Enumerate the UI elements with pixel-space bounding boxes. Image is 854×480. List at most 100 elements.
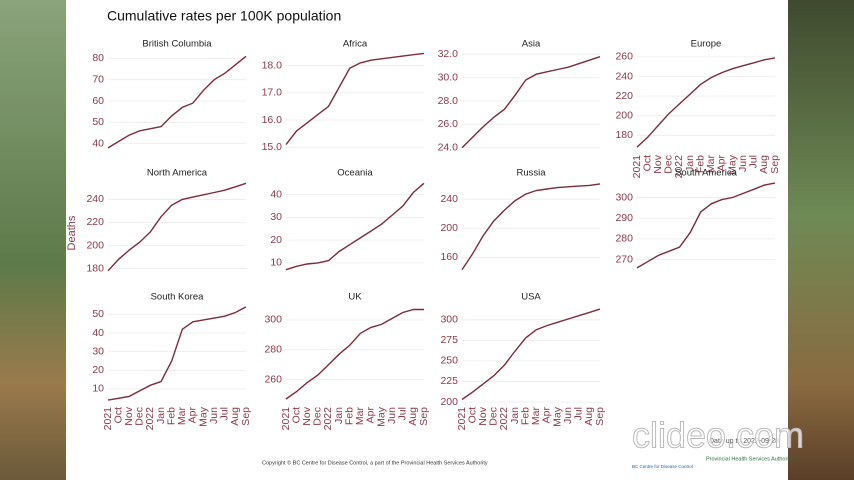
x-tick-label: Mar — [530, 407, 542, 426]
x-tick-label: Oct — [290, 407, 302, 423]
line-series — [107, 55, 247, 149]
y-tick-label: 30 — [92, 345, 104, 357]
x-tick-label: Dec — [488, 407, 500, 426]
panel-title: Asia — [522, 39, 541, 50]
background-photo — [0, 0, 66, 480]
line-series — [285, 308, 424, 400]
x-tick-label: Sep — [240, 407, 252, 426]
x-tick-label: Mar — [354, 407, 366, 426]
y-tick-label: 10 — [92, 383, 104, 395]
x-tick-label: 2021 — [280, 407, 292, 431]
y-tick-label: 50 — [92, 116, 104, 128]
x-tick-label: Feb — [343, 407, 355, 425]
x-tick-label: Oct — [641, 155, 653, 171]
line-series — [107, 182, 247, 272]
y-tick-label: 40 — [270, 188, 282, 200]
x-tick-label: Oct — [112, 407, 124, 423]
y-tick-label: 32.0 — [438, 48, 459, 60]
y-tick-label: 260 — [264, 373, 282, 385]
y-tick-label: 20 — [270, 234, 282, 246]
y-tick-label: 300 — [264, 314, 282, 326]
x-tick-label: Jul — [573, 407, 585, 420]
y-tick-label: 275 — [440, 334, 458, 346]
y-tick-label: 30 — [270, 211, 282, 223]
x-tick-label: 2022 — [322, 407, 334, 431]
background-photo — [788, 0, 854, 480]
y-tick-label: 40 — [92, 327, 104, 339]
panel-title: South America — [675, 168, 737, 179]
y-tick-label: 200 — [440, 396, 458, 408]
watermark: clideo.com — [632, 415, 804, 456]
y-tick-label: 180 — [615, 129, 633, 141]
y-tick-label: 240 — [615, 70, 633, 82]
y-tick-label: 260 — [615, 51, 633, 63]
y-tick-label: 240 — [440, 193, 458, 205]
x-tick-label: Jun — [562, 407, 574, 424]
y-tick-label: 50 — [92, 308, 104, 320]
y-axis-label: Deaths — [66, 215, 78, 250]
y-tick-label: 240 — [86, 193, 104, 205]
y-tick-label: 225 — [440, 375, 458, 387]
y-tick-label: 80 — [92, 52, 104, 64]
y-tick-label: 300 — [615, 191, 633, 203]
x-tick-label: 2022 — [144, 407, 156, 431]
x-tick-label: Sep — [418, 407, 430, 426]
panel-title: Oceania — [337, 168, 373, 179]
logo-text: Provincial Health Services Authority — [706, 456, 793, 462]
x-tick-label: Dec — [312, 407, 324, 426]
x-tick-label: Mar — [705, 155, 717, 174]
line-series — [636, 182, 776, 269]
x-tick-label: Nov — [301, 406, 313, 425]
x-tick-label: Jul — [397, 407, 409, 420]
y-tick-label: 300 — [440, 314, 458, 326]
panel-title: British Columbia — [142, 39, 212, 50]
panel-title: North America — [147, 168, 208, 179]
y-tick-label: 200 — [615, 109, 633, 121]
y-tick-label: 280 — [264, 344, 282, 356]
x-tick-label: Aug — [758, 155, 770, 174]
y-tick-label: 200 — [86, 239, 104, 251]
x-tick-label: Jan — [333, 407, 345, 424]
x-tick-label: Apr — [365, 407, 377, 424]
x-tick-label: Dec — [134, 407, 146, 426]
x-tick-label: Mar — [176, 407, 188, 426]
chart-title: Cumulative rates per 100K population — [107, 8, 341, 24]
panel-title: UK — [348, 292, 362, 303]
x-tick-label: Jun — [208, 407, 220, 424]
logo-text: BC Centre for Disease Control — [632, 464, 693, 469]
x-tick-label: May — [551, 406, 563, 427]
x-tick-label: Jan — [684, 155, 696, 172]
x-tick-label: Nov — [477, 406, 489, 425]
panel-title: USA — [521, 292, 541, 303]
y-tick-label: 40 — [92, 137, 104, 149]
x-tick-label: Jan — [155, 407, 167, 424]
y-tick-label: 220 — [86, 216, 104, 228]
x-tick-label: May — [375, 406, 387, 427]
x-tick-label: Sep — [594, 407, 606, 426]
y-tick-label: 200 — [440, 222, 458, 234]
line-series — [285, 52, 425, 146]
y-tick-label: 290 — [615, 212, 633, 224]
x-tick-label: Feb — [519, 407, 531, 425]
x-tick-label: Apr — [541, 407, 553, 424]
y-tick-label: 280 — [615, 233, 633, 245]
x-tick-label: Aug — [407, 407, 419, 426]
y-tick-label: 28.0 — [438, 95, 459, 107]
x-tick-label: Aug — [229, 407, 241, 426]
x-tick-label: Nov — [652, 154, 664, 173]
x-tick-label: 2021 — [631, 155, 643, 179]
line-series — [285, 182, 425, 271]
y-tick-label: 30.0 — [438, 71, 459, 83]
x-tick-label: Aug — [583, 407, 595, 426]
x-tick-label: Sep — [769, 155, 781, 174]
x-tick-label: Jul — [748, 155, 760, 168]
x-tick-label: Apr — [187, 407, 199, 424]
copyright: Copyright © BC Centre for Disease Contro… — [262, 459, 488, 466]
x-tick-label: Jul — [219, 407, 231, 420]
x-tick-label: Jan — [509, 407, 521, 424]
x-tick-label: 2022 — [673, 155, 685, 179]
y-tick-label: 26.0 — [438, 118, 459, 130]
x-tick-label: Apr — [716, 155, 728, 172]
